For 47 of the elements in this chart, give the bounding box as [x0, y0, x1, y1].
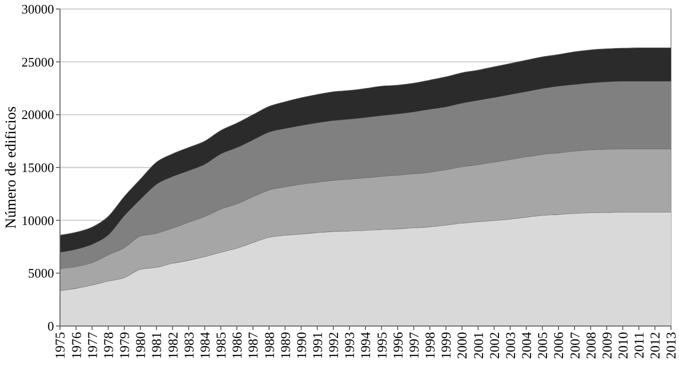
x-tick-label: 2004: [519, 332, 534, 359]
x-tick-label: 2012: [648, 332, 663, 359]
x-tick-label: 1983: [181, 332, 196, 359]
x-tick-label: 1986: [230, 332, 245, 359]
x-tick-label: 2002: [486, 332, 502, 359]
x-tick-label: 2000: [454, 332, 470, 359]
x-tick-label: 1979: [117, 332, 132, 359]
y-tick-label: 20000: [22, 107, 54, 122]
x-tick-label: 2006: [551, 332, 566, 359]
x-tick-label: 1981: [149, 332, 164, 359]
x-tick-label: 1998: [422, 332, 438, 359]
x-tick-label: 1988: [262, 332, 277, 359]
x-tick-label: 1996: [390, 332, 406, 359]
x-tick-label: 2001: [470, 332, 486, 359]
x-tick-label: 1980: [133, 332, 148, 359]
x-tick-label: 1978: [100, 332, 116, 359]
x-tick-label: 2013: [664, 332, 679, 359]
x-tick-label: 1989: [278, 332, 293, 359]
x-tick-label: 1995: [374, 332, 390, 359]
x-tick-label: 2010: [615, 332, 630, 359]
x-tick-label: 1999: [438, 332, 454, 359]
x-tick-label: 1975: [52, 332, 68, 359]
x-tick-label: 2011: [632, 332, 647, 358]
x-tick-label: 1997: [406, 332, 422, 359]
x-tick-label: 1987: [246, 332, 261, 359]
x-tick-label: 1976: [68, 332, 84, 359]
x-tick-label: 1985: [214, 332, 229, 359]
x-tick-label: 1984: [197, 332, 212, 359]
x-tick-label: 1982: [165, 332, 180, 359]
x-tick-label: 2009: [599, 332, 614, 359]
y-tick-label: 25000: [22, 54, 54, 70]
y-tick-label: 15000: [22, 160, 54, 176]
x-tick-label: 1977: [84, 332, 100, 359]
x-tick-label: 1990: [294, 332, 309, 359]
y-axis-title: Número de edificios: [3, 106, 20, 229]
x-tick-label: 2005: [535, 332, 550, 359]
x-tick-label: 1991: [310, 332, 325, 359]
x-tick-label: 2008: [583, 332, 598, 359]
y-tick-label: 0: [48, 318, 54, 334]
x-tick-label: 2003: [502, 332, 518, 359]
y-tick-label: 10000: [22, 212, 54, 228]
y-tick-label: 30000: [22, 2, 54, 17]
x-tick-label: 2007: [567, 332, 582, 359]
x-tick-label: 1994: [358, 332, 374, 359]
y-tick-label: 5000: [28, 266, 54, 281]
x-tick-label: 1993: [342, 332, 358, 359]
x-tick-label: 1992: [326, 332, 342, 359]
